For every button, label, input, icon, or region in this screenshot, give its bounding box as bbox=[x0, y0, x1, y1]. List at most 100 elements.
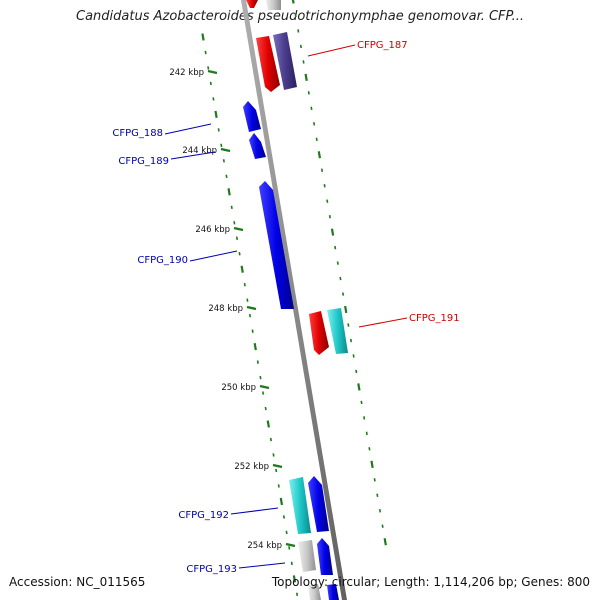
inner-tick-ring bbox=[201, 33, 299, 597]
inner-tick bbox=[275, 468, 278, 473]
outer-tick bbox=[313, 122, 316, 126]
inner-tick bbox=[285, 530, 288, 535]
gene-CFPG_191-red[interactable] bbox=[309, 311, 329, 355]
gene-CFPG_189[interactable] bbox=[249, 133, 266, 159]
outer-tick bbox=[355, 369, 358, 374]
inner-tick bbox=[256, 360, 259, 364]
label-CFPG_188[interactable]: CFPG_188 bbox=[112, 128, 163, 139]
outer-tick bbox=[315, 137, 318, 142]
kbp-major-tick bbox=[207, 69, 218, 75]
gene-CFPG_192-blue[interactable] bbox=[308, 476, 329, 532]
label-CFPG_191[interactable]: CFPG_191 bbox=[409, 313, 460, 324]
inner-tick bbox=[248, 313, 252, 318]
inner-tick bbox=[259, 375, 262, 380]
outer-tick bbox=[294, 13, 297, 18]
outer-tick bbox=[363, 416, 366, 420]
kbp-label: 254 kbp bbox=[247, 541, 282, 551]
outer-tick bbox=[368, 447, 371, 451]
label-CFPG_193[interactable]: CFPG_193 bbox=[186, 564, 237, 575]
outer-tick bbox=[344, 305, 348, 314]
inner-tick bbox=[240, 265, 244, 273]
inner-tick bbox=[246, 298, 249, 302]
outer-tick bbox=[365, 431, 368, 436]
inner-tick bbox=[207, 66, 210, 70]
outer-tick bbox=[347, 323, 350, 327]
outer-tick bbox=[307, 91, 310, 95]
gene-CFPG_192-cyan[interactable] bbox=[289, 477, 311, 534]
inner-tick bbox=[204, 50, 207, 55]
kbp-major-tick bbox=[272, 463, 283, 469]
leader-CFPG_193 bbox=[238, 562, 286, 569]
gene-CFPG_193-blue[interactable] bbox=[317, 538, 333, 575]
gene-features bbox=[243, 0, 348, 600]
outer-tick bbox=[352, 354, 355, 358]
label-CFPG_189[interactable]: CFPG_189 bbox=[118, 156, 169, 167]
inner-tick bbox=[214, 110, 218, 119]
inner-tick bbox=[292, 575, 297, 583]
outer-tick bbox=[317, 151, 322, 159]
outer-tick-ring bbox=[291, 0, 387, 546]
gene-bottom-grey-partial[interactable] bbox=[308, 584, 321, 600]
outer-tick bbox=[378, 509, 382, 513]
map-title: Candidatus Azobacteroides pseudotrichony… bbox=[76, 9, 524, 24]
leader-CFPG_187 bbox=[307, 44, 356, 57]
kbp-major-tick bbox=[220, 147, 231, 153]
outer-tick bbox=[342, 292, 345, 296]
inner-tick bbox=[238, 252, 241, 256]
gene-CFPG_190[interactable] bbox=[259, 181, 294, 309]
inner-tick bbox=[212, 97, 215, 101]
gene-CFPG_187-purple[interactable] bbox=[273, 32, 297, 90]
label-CFPG_190[interactable]: CFPG_190 bbox=[137, 255, 188, 266]
label-CFPG_187[interactable]: CFPG_187 bbox=[357, 40, 408, 51]
inner-tick bbox=[230, 205, 233, 210]
gene-CFPG_191-cyan[interactable] bbox=[327, 308, 348, 354]
inner-tick bbox=[235, 236, 239, 240]
label-CFPG_192[interactable]: CFPG_192 bbox=[178, 510, 229, 521]
inner-tick bbox=[201, 33, 205, 41]
outer-tick bbox=[349, 338, 353, 343]
kbp-major-tick bbox=[259, 384, 270, 390]
outer-tick bbox=[310, 106, 313, 111]
inner-tick bbox=[222, 159, 225, 163]
accession-text: Accession: NC_011565 bbox=[9, 575, 146, 589]
outer-tick bbox=[376, 493, 379, 497]
outer-tick bbox=[336, 261, 339, 265]
leader-CFPG_189 bbox=[170, 151, 216, 160]
outer-tick bbox=[360, 400, 363, 405]
outer-tick bbox=[373, 478, 376, 482]
outer-tick bbox=[370, 460, 374, 468]
kbp-major-tick bbox=[246, 305, 257, 311]
gene-top-grey-partial[interactable] bbox=[266, 0, 281, 10]
outer-tick bbox=[297, 29, 300, 33]
outer-tick bbox=[330, 228, 335, 236]
outer-tick bbox=[339, 276, 342, 281]
gene-bottom-blue-partial[interactable] bbox=[327, 584, 339, 600]
inner-tick bbox=[253, 342, 257, 351]
inner-tick bbox=[209, 81, 212, 86]
kbp-major-tick bbox=[285, 542, 296, 548]
outer-tick bbox=[383, 538, 387, 546]
genome-summary-text: Topology: circular; Length: 1,114,206 bp… bbox=[271, 575, 590, 589]
inner-tick bbox=[269, 437, 272, 442]
kbp-label: 252 kbp bbox=[234, 462, 269, 472]
gene-CFPG_187-red[interactable] bbox=[256, 36, 280, 92]
leader-CFPG_192 bbox=[230, 507, 279, 515]
inner-tick bbox=[288, 546, 291, 550]
gene-CFPG_193-grey[interactable] bbox=[298, 540, 316, 572]
inner-tick bbox=[262, 391, 265, 395]
kbp-label: 246 kbp bbox=[195, 225, 230, 235]
leader-CFPG_190 bbox=[189, 250, 238, 262]
inner-tick bbox=[279, 497, 284, 506]
genome-backbone bbox=[241, 0, 347, 600]
outer-tick bbox=[304, 73, 308, 82]
inner-tick bbox=[272, 453, 275, 457]
gene-top-red-partial[interactable] bbox=[246, 0, 258, 8]
leader-CFPG_191 bbox=[358, 317, 408, 328]
inner-tick bbox=[227, 188, 231, 196]
outer-tick bbox=[302, 60, 305, 64]
inner-tick bbox=[251, 329, 254, 333]
gene-CFPG_188[interactable] bbox=[243, 101, 261, 132]
inner-tick bbox=[220, 143, 223, 148]
kbp-scale: 242 kbp 244 kbp 246 kbp 248 kbp 250 kbp 252 k… bbox=[169, 68, 296, 551]
